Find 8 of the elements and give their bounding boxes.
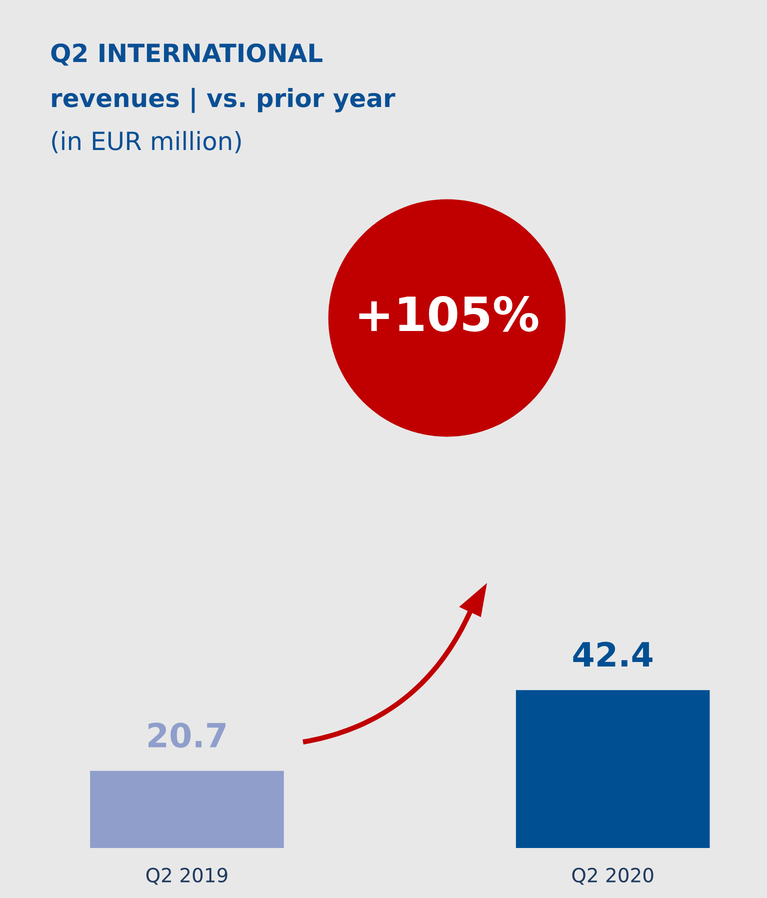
chart-title: Q2 INTERNATIONAL xyxy=(51,43,322,66)
data-label: 42.4 xyxy=(573,642,652,666)
text: +105% xyxy=(359,296,538,332)
chart-subtitle: revenues | vs. prior year xyxy=(52,88,396,113)
data-label: 20.7 xyxy=(148,722,226,748)
x-tick-label: Q2 2019 xyxy=(146,868,228,885)
text: (in EUR million) xyxy=(52,131,241,154)
x-tick-label: Q2 2020 xyxy=(572,868,654,885)
